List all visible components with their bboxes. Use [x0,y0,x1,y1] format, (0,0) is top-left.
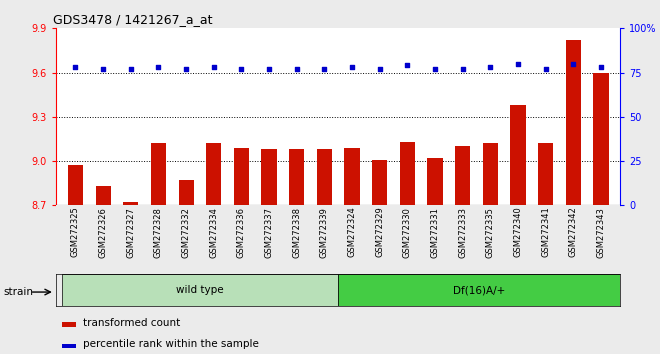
Text: GSM272328: GSM272328 [154,207,163,258]
Point [513,61,523,67]
Text: GSM272339: GSM272339 [320,207,329,258]
Point [402,63,412,68]
Text: wild type: wild type [176,285,224,295]
Bar [538,143,553,205]
Text: GSM272342: GSM272342 [569,207,578,257]
Point [70,64,81,70]
Point [236,66,247,72]
Point [430,66,440,72]
Text: GSM272330: GSM272330 [403,207,412,258]
Text: GSM272325: GSM272325 [71,207,80,257]
Bar [62,322,76,327]
Text: GSM272340: GSM272340 [513,207,523,257]
Text: GSM272327: GSM272327 [126,207,135,258]
Text: GSM272332: GSM272332 [182,207,191,258]
Bar [400,142,415,205]
Bar [428,158,443,205]
Bar [61,274,338,306]
Text: percentile rank within the sample: percentile rank within the sample [83,339,259,349]
Bar [338,274,620,306]
Bar [372,160,387,205]
Point [125,66,136,72]
Bar [510,105,525,205]
Point [374,66,385,72]
Point [541,66,551,72]
Point [181,66,191,72]
Text: Df(16)A/+: Df(16)A/+ [453,285,506,295]
Bar [96,186,111,205]
Point [568,61,579,67]
Point [457,66,468,72]
Bar [178,180,194,205]
Bar [206,143,221,205]
Bar [289,149,304,205]
Text: GSM272334: GSM272334 [209,207,218,258]
Text: GSM272337: GSM272337 [265,207,274,258]
Text: GSM272324: GSM272324 [348,207,356,257]
Bar [62,343,76,348]
Bar [234,148,249,205]
Bar [151,143,166,205]
Bar [482,143,498,205]
Text: GSM272343: GSM272343 [597,207,605,258]
Bar [345,148,360,205]
Text: GSM272336: GSM272336 [237,207,246,258]
Text: GSM272329: GSM272329 [376,207,384,257]
Bar [593,73,609,205]
Text: GSM272333: GSM272333 [458,207,467,258]
Text: strain: strain [3,287,33,297]
Text: GSM272331: GSM272331 [430,207,440,258]
Point [346,64,357,70]
Point [319,66,330,72]
Point [596,64,607,70]
Point [209,64,219,70]
Bar [68,165,83,205]
Bar [123,202,139,205]
Point [292,66,302,72]
Text: GSM272335: GSM272335 [486,207,495,258]
Bar [455,146,471,205]
Point [485,64,496,70]
Point [264,66,275,72]
Text: transformed count: transformed count [83,318,180,328]
Text: GDS3478 / 1421267_a_at: GDS3478 / 1421267_a_at [53,13,213,26]
Text: GSM272326: GSM272326 [98,207,108,258]
Text: GSM272338: GSM272338 [292,207,301,258]
Bar [261,149,277,205]
Point [98,66,108,72]
Text: GSM272341: GSM272341 [541,207,550,257]
Bar [317,149,332,205]
Bar [566,40,581,205]
Point [153,64,164,70]
